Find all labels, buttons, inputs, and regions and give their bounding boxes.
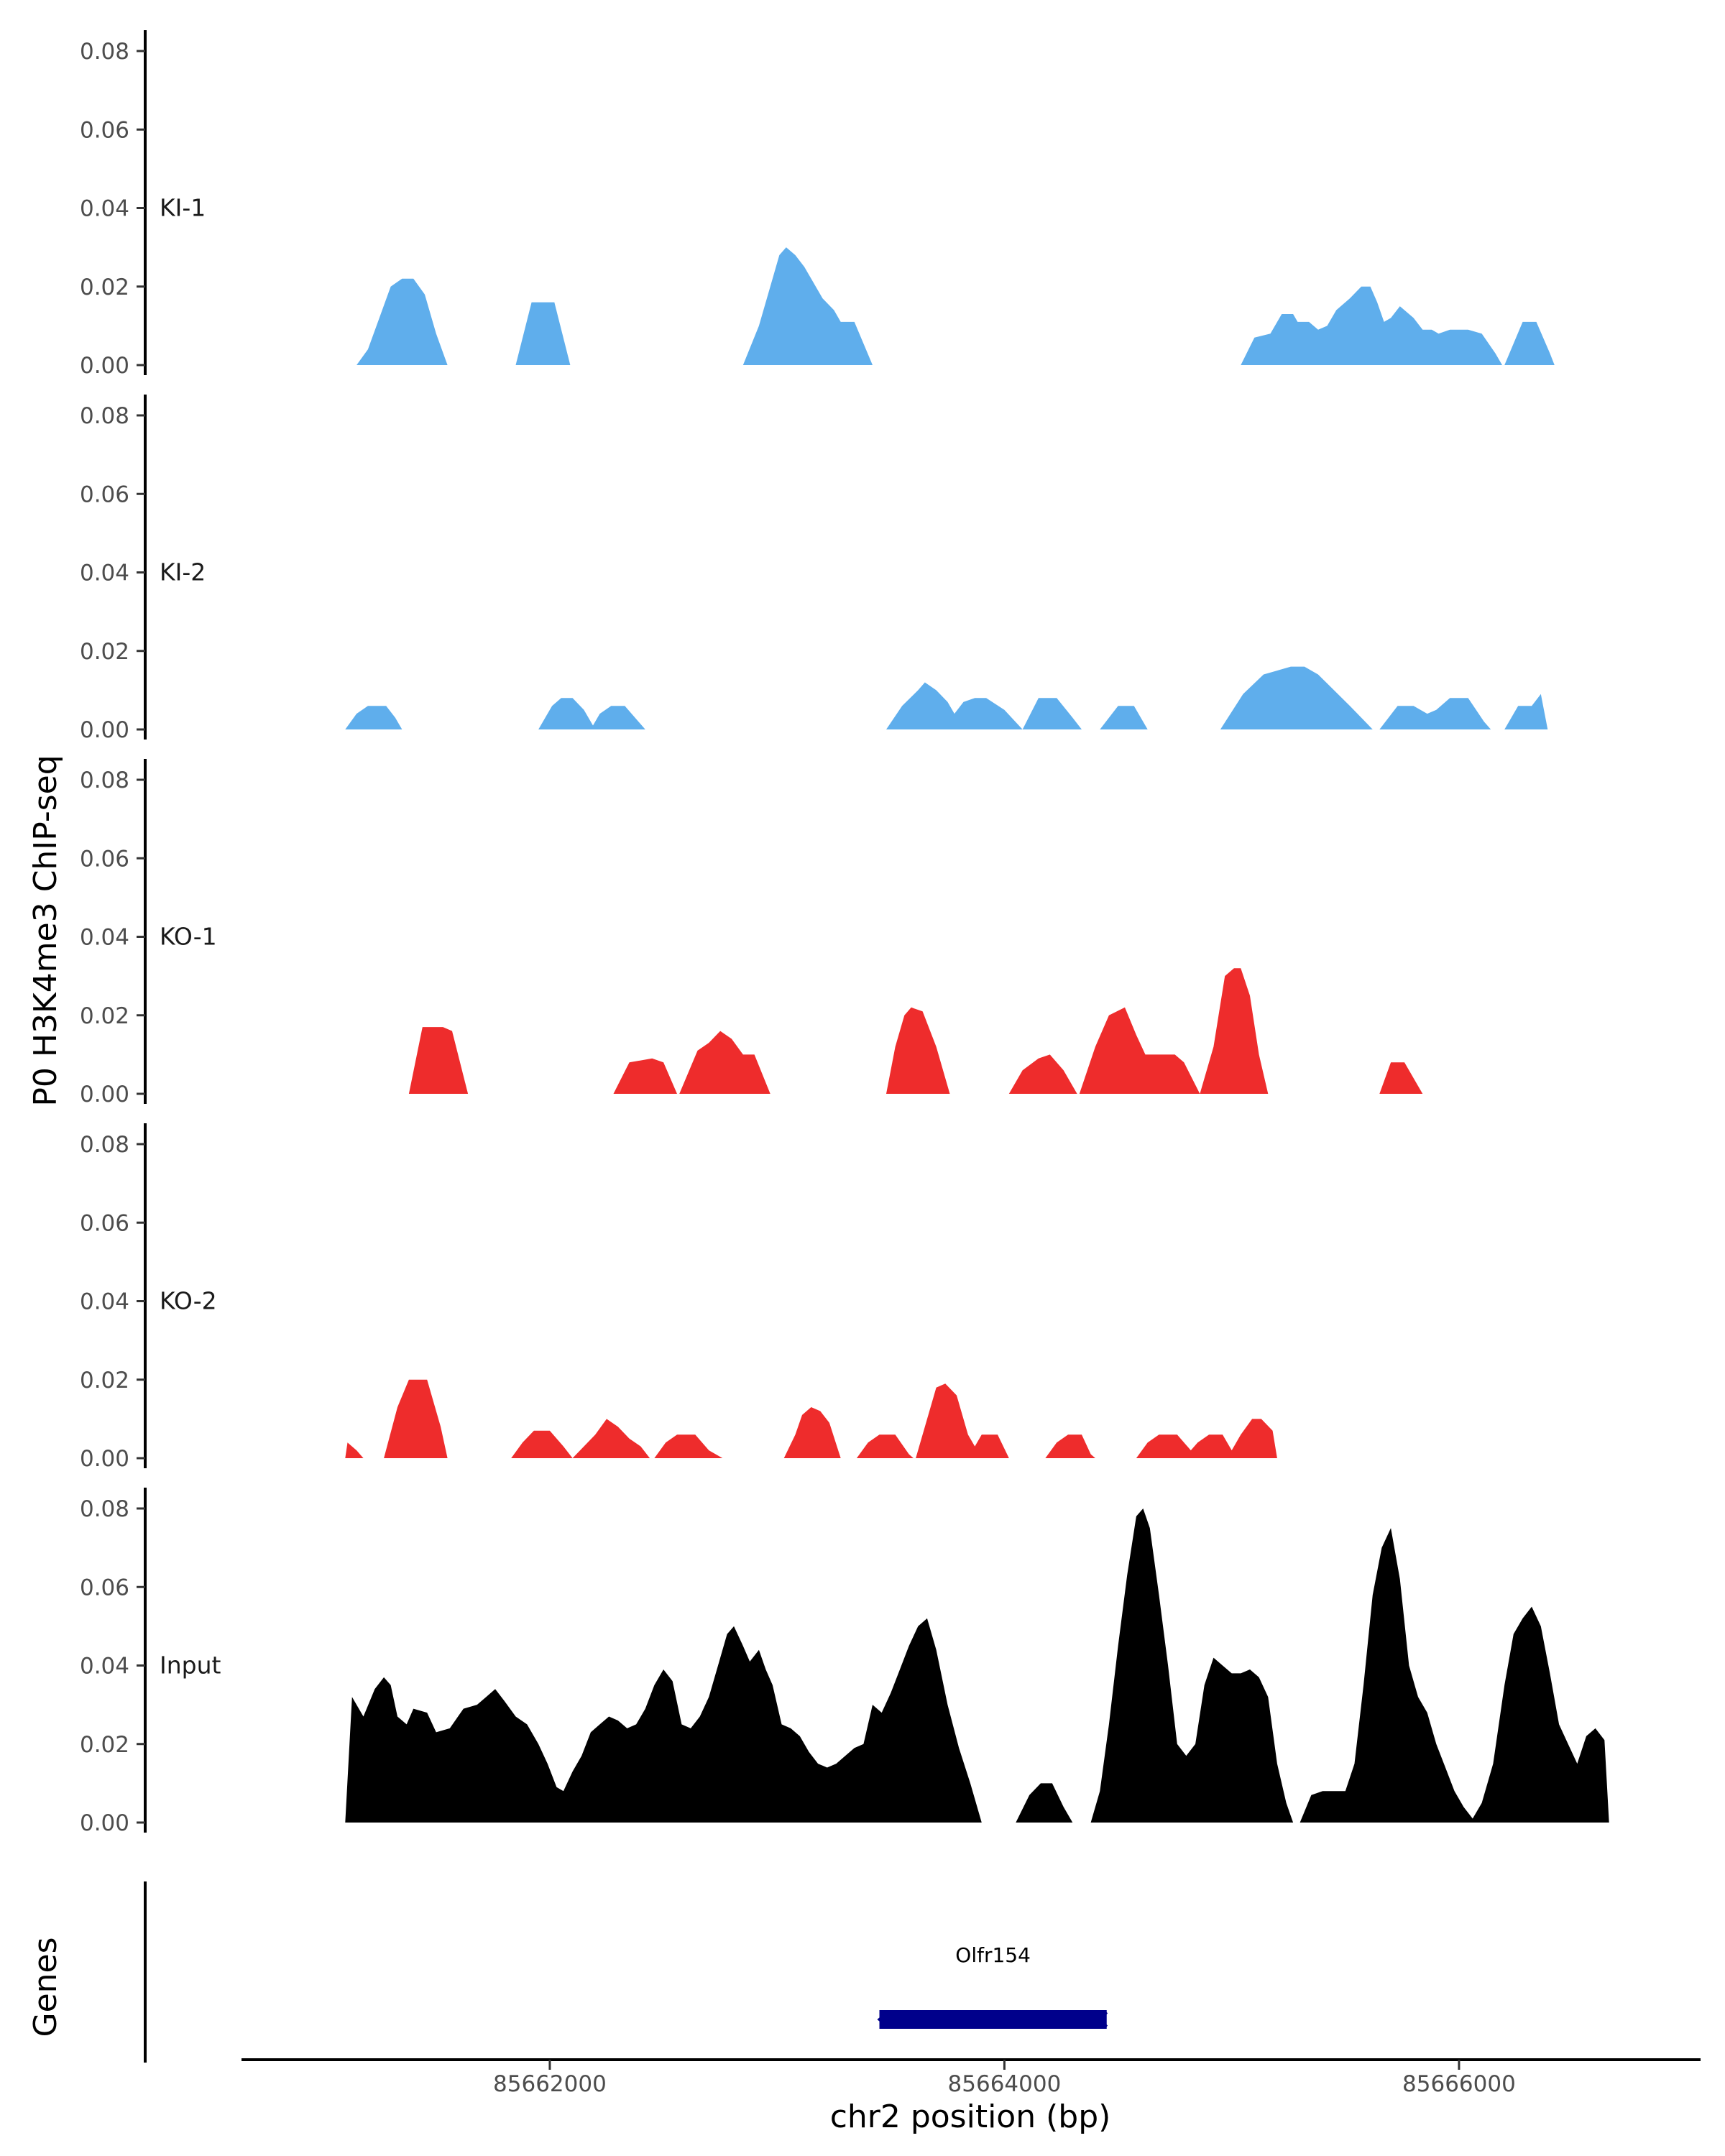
y-tick-label: 0.06 (80, 482, 129, 507)
y-tick-label: 0.08 (80, 403, 129, 429)
signal-area-input-2 (1016, 1783, 1073, 1823)
signal-area-ko-1-1 (408, 1027, 469, 1094)
signal-area-ki-2-4 (1022, 698, 1082, 729)
y-tick-label: 0.04 (80, 561, 129, 586)
y-tick-label: 0.08 (80, 1132, 129, 1158)
signal-area-ko-2-6 (783, 1407, 841, 1458)
signal-area-ko-1-5 (1008, 1054, 1077, 1094)
signal-area-ki-2-7 (1379, 698, 1491, 729)
y-axis-title: P0 H3K4me3 ChIP-seq (27, 755, 64, 1106)
signal-area-ko-1-7 (1200, 968, 1269, 1094)
gene-strand-arrow (877, 2011, 889, 2028)
y-tick-label: 0.02 (80, 1368, 129, 1393)
signal-area-ko-2-10 (1136, 1419, 1277, 1458)
x-tick-label: 85662000 (493, 2071, 607, 2097)
x-axis-title: chr2 position (bp) (830, 2099, 1111, 2135)
y-tick-label: 0.02 (80, 1732, 129, 1758)
signal-area-ko-2-5 (654, 1434, 723, 1458)
y-tick-label: 0.00 (80, 1446, 129, 1472)
track-label: KO-2 (160, 1287, 217, 1315)
track-label: Input (160, 1651, 221, 1680)
signal-area-ki-1-4 (1241, 286, 1502, 365)
gene-label: Olfr154 (955, 1943, 1031, 1967)
y-tick-label: 0.06 (80, 1210, 129, 1236)
signal-area-ko-2-4 (572, 1419, 650, 1458)
y-tick-label: 0.00 (80, 1810, 129, 1836)
signal-area-ko-1-3 (679, 1031, 770, 1094)
y-tick-label: 0.04 (80, 1654, 129, 1680)
signal-area-ko-2-7 (856, 1434, 914, 1458)
signal-area-ki-1-2 (515, 302, 571, 365)
signal-area-ko-2-8 (916, 1383, 1009, 1458)
signal-area-ki-2-1 (345, 706, 402, 729)
track-panel-input: 0.00 0.02 0.04 0.06 0.08 Input (80, 1488, 1609, 1836)
y-tick-label: 0.00 (80, 717, 129, 743)
signal-area-input-3 (1090, 1508, 1294, 1823)
track-label: KI-1 (160, 194, 206, 222)
x-tick-label: 85664000 (948, 2071, 1062, 2097)
gene-strand-arrow (1097, 2011, 1108, 2028)
signal-area-ki-1-1 (356, 278, 448, 365)
signal-area-ki-1-5 (1504, 321, 1555, 365)
signal-area-ko-2-9 (1045, 1434, 1095, 1458)
track-label: KO-1 (160, 923, 217, 951)
signal-area-ki-1-3 (742, 247, 873, 365)
track-panel-ki-2: 0.00 0.02 0.04 0.06 0.08 KI-2 (80, 395, 1548, 743)
y-tick-label: 0.06 (80, 846, 129, 872)
track-panel-ki-1: 0.00 0.02 0.04 0.06 0.08 KI-1 (80, 30, 1555, 379)
signal-area-ki-2-3 (886, 682, 1023, 729)
y-tick-label: 0.08 (80, 1496, 129, 1522)
tracks-layer: 0.00 0.02 0.04 0.06 0.08 KI-1 0.00 0.02 0.04 0.06… (80, 30, 1609, 1836)
signal-area-ko-2-3 (511, 1430, 573, 1458)
y-tick-label: 0.00 (80, 353, 129, 379)
y-tick-label: 0.02 (80, 639, 129, 665)
signal-area-ko-1-2 (613, 1058, 677, 1094)
y-tick-label: 0.06 (80, 1575, 129, 1600)
signal-area-ko-1-6 (1079, 1007, 1200, 1094)
signal-area-ko-2-1 (345, 1442, 364, 1458)
y-tick-label: 0.04 (80, 1289, 129, 1315)
y-tick-label: 0.02 (80, 275, 129, 300)
gene-body (879, 2010, 1107, 2029)
y-tick-label: 0.08 (80, 768, 129, 793)
y-tick-label: 0.04 (80, 925, 129, 951)
signal-area-ko-1-4 (886, 1007, 950, 1094)
x-tick-label: 85666000 (1402, 2071, 1516, 2097)
genes-axis-title: Genes (27, 1937, 64, 2037)
y-tick-label: 0.04 (80, 196, 129, 222)
y-tick-label: 0.00 (80, 1082, 129, 1107)
genes-panel: Olfr154 (144, 1881, 1108, 2063)
y-tick-label: 0.08 (80, 39, 129, 65)
y-tick-label: 0.02 (80, 1003, 129, 1029)
x-axis: 85662000 85664000 85666000 (242, 2058, 1701, 2097)
track-panel-ko-2: 0.00 0.02 0.04 0.06 0.08 KO-2 (80, 1123, 1277, 1472)
signal-area-ko-1-8 (1379, 1062, 1423, 1094)
track-panel-ko-1: 0.00 0.02 0.04 0.06 0.08 KO-1 (80, 759, 1423, 1107)
signal-area-ki-2-2 (538, 698, 645, 729)
signal-area-ko-2-2 (384, 1379, 448, 1458)
signal-area-input-4 (1300, 1528, 1609, 1823)
signal-area-ki-2-6 (1220, 666, 1373, 729)
track-label: KI-2 (160, 558, 206, 586)
signal-area-ki-2-5 (1100, 706, 1148, 729)
signal-area-ki-2-8 (1504, 694, 1548, 729)
signal-area-input-1 (345, 1618, 982, 1823)
y-tick-label: 0.06 (80, 117, 129, 143)
